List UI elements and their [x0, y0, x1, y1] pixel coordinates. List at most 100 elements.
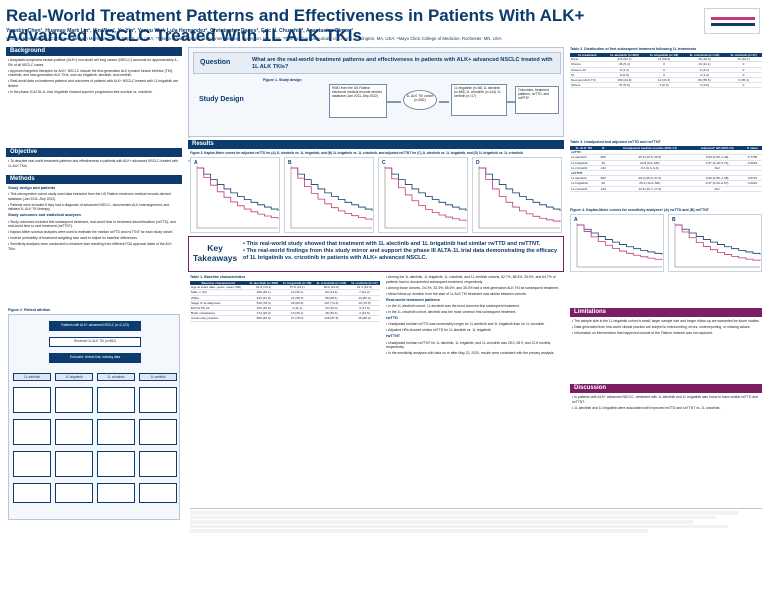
- table-row: 1L crizotinib 144 12.8 (10.7–17.6) Ref: [570, 186, 762, 192]
- table-cell: Community practice: [190, 315, 247, 322]
- arm-crizotinib: 1L crizotinib: [97, 373, 135, 381]
- table-cell: 0.7780: [742, 154, 762, 161]
- table-row: 1L alectinib 663 25.9 (19.5–30.5) 0.94 (0.6…: [570, 154, 762, 161]
- table-cell: 21 (58.3): [644, 57, 684, 63]
- km-panel-a: A: [570, 214, 664, 272]
- table-cell: 1L brigatinib: [570, 180, 598, 187]
- table-cell: 13 (76.5): [348, 300, 380, 307]
- table-cell: 28.0 (25.0–37.0): [608, 175, 692, 182]
- arm-box-d1: [139, 387, 177, 413]
- arm-box-a1: [13, 387, 51, 413]
- table-row: 1L crizotinib 144 8.1 (6.3–9.6) Ref: [570, 165, 762, 172]
- arm-box-d2: [139, 419, 177, 445]
- sponsor-logo: [704, 8, 760, 34]
- question-row: Question What are the real-world treatme…: [193, 52, 561, 74]
- table-cell: 1L crizotinib: [570, 165, 598, 172]
- km-panel-label: B: [672, 217, 676, 223]
- table3-header-cell: P value: [742, 146, 762, 151]
- table-row: 1L brigatinib 36 28.9 (14.0–NR) 0.37 (0.20–…: [570, 180, 762, 187]
- table-cell: 0: [725, 72, 762, 79]
- table-cell: 0.37 (0.20–0.67): [691, 180, 743, 187]
- arm-box-a3: [13, 451, 51, 477]
- table-cell: 0.94 (0.60–1.48): [691, 154, 743, 161]
- km-figure: A B C D: [190, 157, 562, 233]
- objective-text: • To describe real-world treatment patte…: [8, 159, 179, 168]
- attrition-panel: Patients with ALK+ advanced NSCLC (n=2,1…: [8, 314, 180, 520]
- table-cell: 12 (33.3): [644, 77, 684, 84]
- table-row: Others 37 (5.6) 3 (8.3) 4 (2.8) 0: [570, 82, 762, 89]
- table-cell: 0.0049: [742, 160, 762, 166]
- table-cell: 21 (58.3): [280, 295, 314, 301]
- table-cell: 6 (0.9): [604, 72, 645, 79]
- table-row: Chemo+IO 9 (1.4) 0 6 (4.2) 0: [570, 67, 762, 73]
- table2-header-cell: 1L crizotinib (n=144): [683, 53, 726, 58]
- table-cell: 0: [725, 61, 762, 68]
- table-cell: 3 (8.3): [644, 82, 684, 89]
- study-source-box: RWD from the US Flatiron electronic medi…: [329, 84, 387, 118]
- table-cell: Ref: [691, 186, 743, 192]
- arm-box-a2: [13, 419, 51, 445]
- key-point-1: • This real-world study showed that trea…: [243, 241, 541, 247]
- km-panel-label: D: [476, 160, 480, 166]
- km-panel-label: C: [382, 160, 386, 166]
- table-cell: 13 (36.1): [280, 289, 314, 296]
- table-cell: 16 (11.1): [683, 61, 726, 68]
- table-cell: 126 (87.5): [313, 315, 349, 322]
- km-panel-c: C: [378, 157, 468, 233]
- table-cell: 2 (1.4): [683, 72, 726, 79]
- km-curve-0: [479, 167, 561, 211]
- table-row: Brain metastases 174 (26.2) 13 (36.1) 38 (2…: [190, 310, 380, 317]
- table-cell: 0.6707: [742, 175, 762, 182]
- table-cell: Others: [570, 82, 605, 89]
- km-axes: [674, 223, 760, 268]
- table1-header-cell: 1L brigatinib (n=36): [280, 281, 314, 286]
- table1-header-cell: 1L crizotinib (n=144): [313, 281, 349, 286]
- km-curve-1: [479, 167, 561, 223]
- km-curve-1: [291, 167, 373, 221]
- table-cell: 299 (45.1): [246, 289, 281, 296]
- table-cell: 0: [644, 61, 684, 68]
- flow-arrows: [387, 101, 515, 103]
- table3-header-cell: Adjusted* HR (95% CI): [691, 146, 743, 151]
- table-row: Male, n (%) 299 (45.1) 13 (36.1) 64 (44.4) 7…: [190, 289, 380, 296]
- arm-box-b1: [55, 387, 93, 413]
- table-row: Next-gen ALK TKI 159 (24.0) 12 (33.3) 80 (5…: [570, 77, 762, 84]
- figure1-title: Figure 1. Study design: [263, 78, 302, 82]
- table-cell: 444 (67.0): [246, 295, 281, 301]
- results-header: Results: [188, 140, 564, 149]
- arm-box-c3: [97, 451, 135, 477]
- table3-header-cell: Unadjusted median months (95% CI): [608, 146, 692, 151]
- arm-box-b4: [55, 483, 93, 503]
- table-cell: Ref: [691, 165, 743, 172]
- table-cell: 61.8 (13.1): [246, 285, 281, 291]
- table-cell: 159 (24.0): [604, 77, 645, 84]
- table-cell: 36: [597, 160, 609, 166]
- study-design-label: Study Design: [199, 96, 244, 103]
- references: [190, 508, 762, 588]
- table-cell: 7 (41.2): [348, 289, 380, 296]
- table-cell: None: [570, 57, 605, 63]
- table-cell: 0.37 (0.18–0.74): [691, 160, 743, 166]
- table-cell: Age at index date, years, mean (SD): [190, 285, 247, 291]
- table-cell: 61.3 (12.9): [348, 285, 380, 291]
- km-axes: [478, 166, 560, 229]
- table-cell: 9 (1.4): [604, 67, 645, 73]
- table-row: Community practice 559 (84.3) 27 (75.0) 126…: [190, 315, 380, 322]
- table-cell: Chemo: [570, 61, 605, 68]
- km-curve-1: [197, 167, 279, 219]
- table-cell: 11 (64.7): [725, 57, 762, 63]
- question-label: Question: [200, 59, 231, 66]
- table-group-label: rwTTNT: [570, 170, 762, 177]
- table-cell: 27 (75.0): [280, 315, 314, 322]
- table1: Baseline characteristic 1L alectinib (n=6…: [190, 281, 380, 501]
- table-cell: 663: [597, 154, 609, 161]
- table-cell: 519 (78.3): [246, 300, 281, 307]
- table-cell: 3 (17.6): [348, 305, 380, 312]
- study-arms-box: 1L brigatinib (n=36) 1L alectinib (n=663…: [451, 84, 507, 116]
- table-cell: 23.8 (9.6–NR): [608, 160, 692, 166]
- table-cell: 103 (15.5): [246, 305, 281, 312]
- table1-header-cell: Baseline characteristic: [190, 281, 247, 286]
- table-cell: 60.0 (12.9): [313, 285, 349, 291]
- table-cell: 14 (82.4): [348, 295, 380, 301]
